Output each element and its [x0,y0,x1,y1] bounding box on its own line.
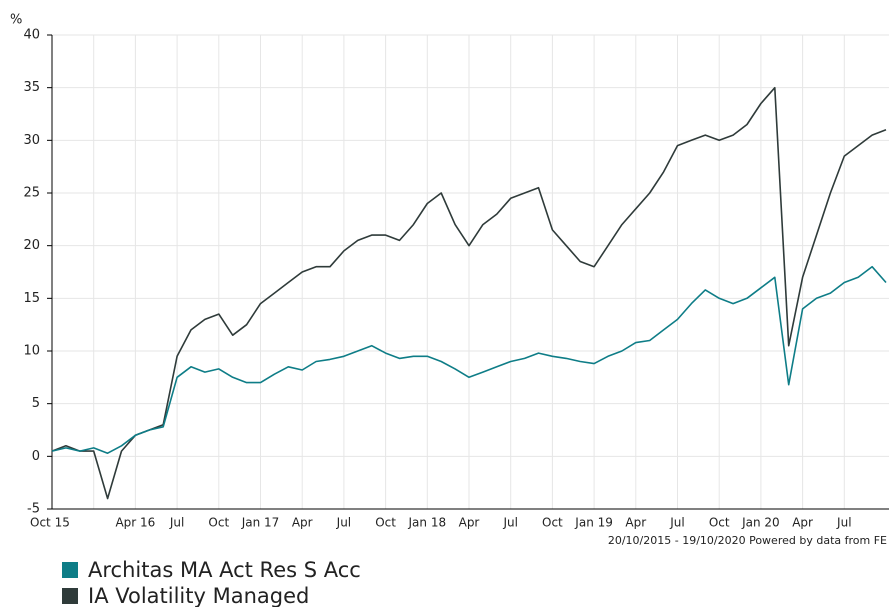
x-tick-label: Jul [669,516,684,530]
series-line [51,86,887,500]
x-tick-label: Oct 15 [30,516,70,530]
x-tick-label: Apr [459,516,480,530]
y-tick-label: 5 [32,396,40,411]
x-tick-label: Jan 20 [741,516,780,530]
x-tick-label: Oct [375,516,396,530]
y-tick-label: 10 [23,344,40,359]
x-tick-label: Jan 17 [241,516,280,530]
legend-label: Architas MA Act Res S Acc [88,558,361,582]
y-tick-label: 40 [23,28,40,43]
y-tick-label: 15 [23,291,40,306]
x-tick-label: Apr [792,516,813,530]
y-tick-label: 20 [23,238,40,253]
x-tick-label: Jul [836,516,851,530]
footer: 20/10/2015 - 19/10/2020 Powered by data … [608,534,887,547]
y-axis-label: % [10,13,22,28]
legend-swatch [62,588,78,604]
y-tick-label: 35 [23,80,40,95]
y-tick-label: 0 [32,449,40,464]
legend-swatch [62,562,78,578]
y-tick-label: 30 [23,133,40,148]
x-tick-label: Apr [292,516,313,530]
legend-label: IA Volatility Managed [88,584,309,607]
x-tick-label: Jul [169,516,184,530]
x-tick-label: Apr [625,516,646,530]
x-tick-label: Oct [542,516,563,530]
x-tick-label: Jan 19 [574,516,613,530]
x-tick-label: Oct [208,516,229,530]
x-tick-label: Jan 18 [408,516,447,530]
x-tick-label: Oct [709,516,730,530]
series-line [51,265,887,454]
x-tick-label: Apr 16 [115,516,155,530]
y-tick-label: 25 [23,186,40,201]
y-tick-label: -5 [27,502,40,517]
x-tick-label: Jul [502,516,517,530]
x-tick-label: Jul [336,516,351,530]
